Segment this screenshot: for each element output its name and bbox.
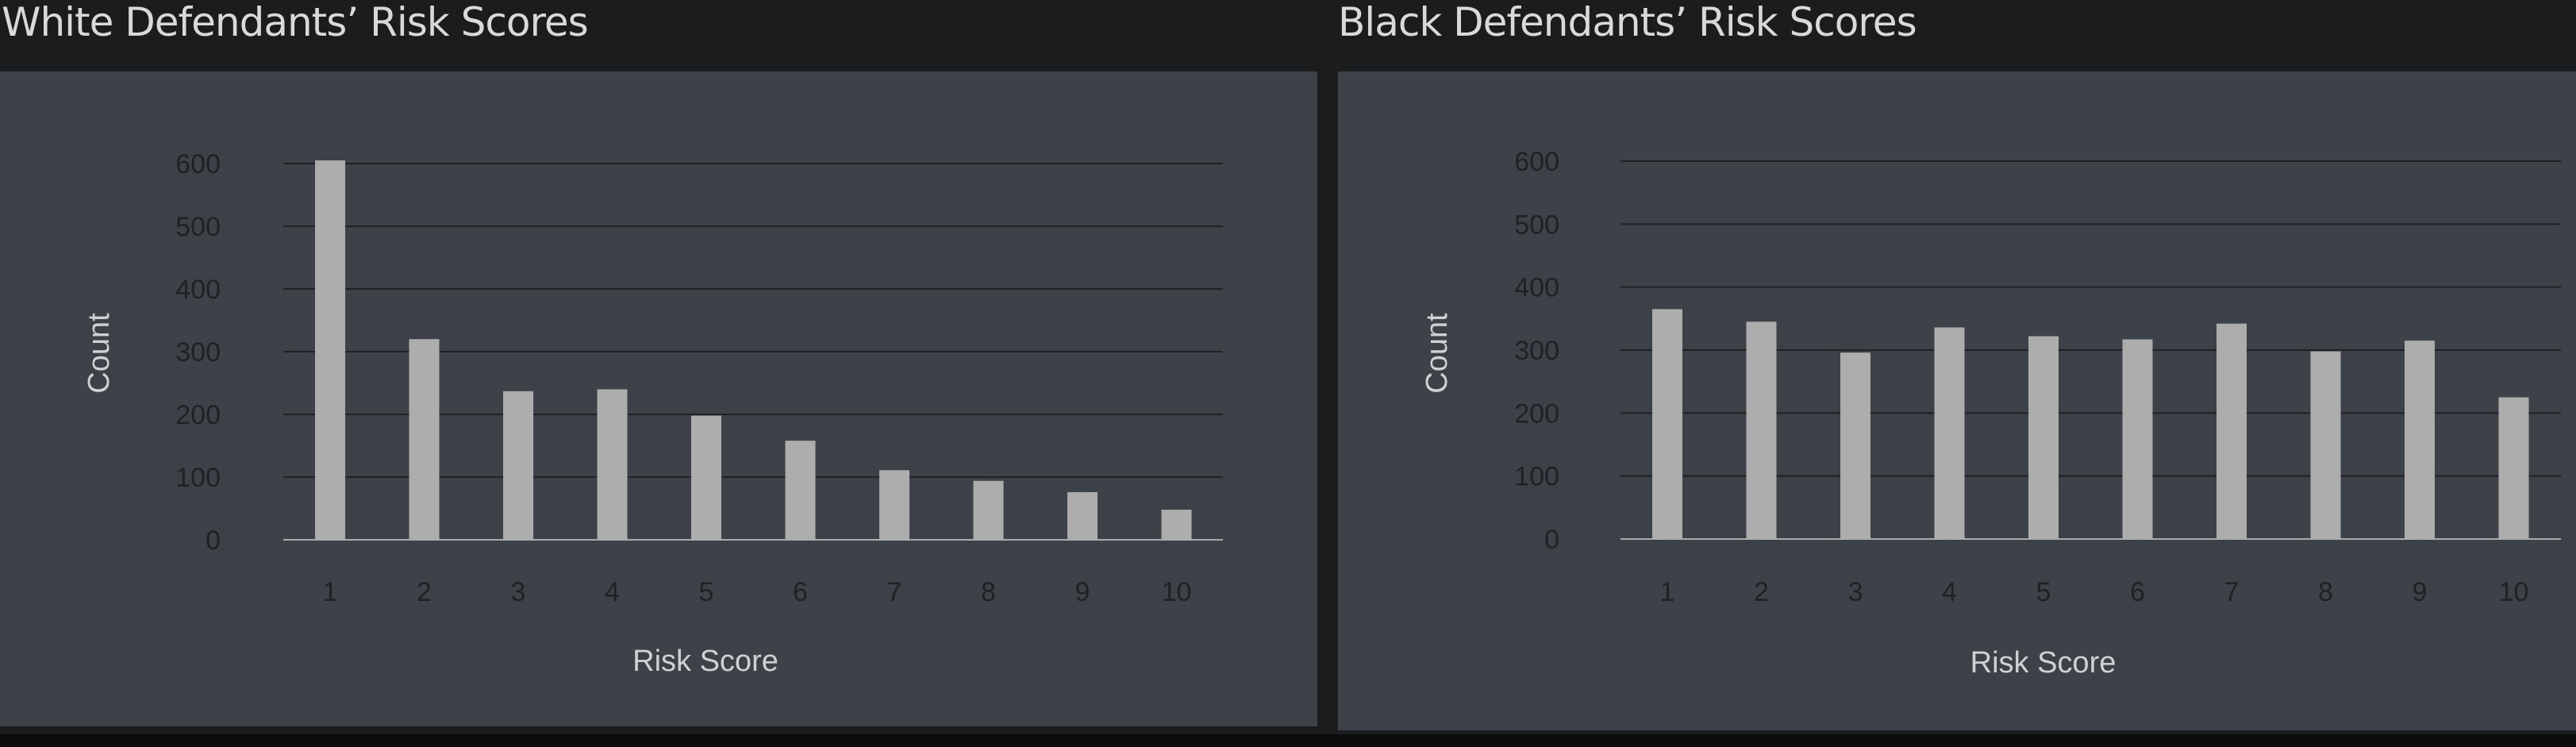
x-tick-label-white-4: 4	[605, 577, 620, 607]
bar-chart-black: 0 100 200 300 400 500 600 1 2 3 4 5 6 7 8 9 10 Risk Score…	[1421, 147, 2561, 680]
bar-black-5	[2028, 336, 2059, 539]
bar-white-5	[691, 415, 721, 540]
y-tick-label-white-100: 100	[175, 463, 221, 493]
x-tick-label-black-5: 5	[2036, 577, 2051, 607]
bar-white-10	[1161, 510, 1192, 540]
x-tick-label-white-2: 2	[417, 577, 432, 607]
y-tick-label-black-500: 500	[1514, 210, 1559, 240]
bar-black-9	[2405, 341, 2435, 539]
y-tick-label-black-0: 0	[1544, 525, 1559, 555]
chart-panel-white	[0, 71, 1317, 726]
chart-title-black: Black Defendants’ Risk Scores	[1338, 0, 1917, 45]
x-tick-label-white-8: 8	[981, 577, 996, 607]
x-tick-label-white-1: 1	[323, 577, 338, 607]
bar-black-4	[1934, 327, 1965, 539]
y-tick-label-black-100: 100	[1514, 462, 1559, 492]
x-tick-label-white-6: 6	[793, 577, 808, 607]
bar-white-8	[973, 480, 1004, 540]
bar-white-3	[503, 391, 533, 540]
x-tick-label-black-1: 1	[1660, 577, 1675, 607]
x-tick-label-white-9: 9	[1075, 577, 1090, 607]
bar-black-10	[2498, 397, 2529, 539]
bar-white-4	[597, 389, 628, 540]
chart-title-white: White Defendants’ Risk Scores	[2, 0, 589, 45]
bar-white-2	[409, 339, 440, 540]
y-tick-label-white-300: 300	[175, 337, 221, 368]
x-tick-label-white-10: 10	[1162, 577, 1192, 607]
bottom-strip	[0, 734, 2576, 747]
y-tick-label-white-0: 0	[206, 526, 221, 556]
bar-black-8	[2310, 351, 2341, 539]
x-axis-label-white: Risk Score	[632, 645, 779, 678]
bar-white-1	[315, 160, 345, 541]
bar-black-3	[1840, 352, 1870, 539]
x-tick-label-black-8: 8	[2318, 577, 2333, 607]
bar-black-7	[2217, 323, 2247, 539]
x-tick-label-black-10: 10	[2499, 577, 2529, 607]
y-tick-label-black-600: 600	[1514, 147, 1559, 177]
bar-black-6	[2122, 339, 2153, 539]
x-tick-label-black-2: 2	[1754, 577, 1769, 607]
y-axis-label-white: Count	[83, 313, 116, 394]
x-tick-label-black-9: 9	[2413, 577, 2428, 607]
x-tick-label-black-4: 4	[1942, 577, 1957, 607]
y-tick-label-white-600: 600	[175, 149, 221, 179]
y-tick-label-white-400: 400	[175, 275, 221, 305]
y-tick-label-black-300: 300	[1514, 336, 1559, 366]
y-axis-label-black: Count	[1421, 313, 1454, 394]
x-axis-label-black: Risk Score	[1970, 646, 2117, 680]
bar-white-6	[785, 441, 816, 540]
x-tick-label-black-7: 7	[2224, 577, 2240, 607]
x-tick-label-black-6: 6	[2130, 577, 2145, 607]
x-tick-label-white-7: 7	[887, 577, 902, 607]
bar-white-9	[1067, 491, 1098, 540]
x-tick-label-white-5: 5	[699, 577, 714, 607]
bar-chart-white: 0 100 200 300 400 500 600 1 2 3 4 5 6 7 8 9 10 Risk Score…	[83, 149, 1223, 678]
bar-white-7	[879, 470, 909, 540]
y-tick-label-white-500: 500	[175, 212, 221, 242]
bar-black-2	[1746, 322, 1777, 539]
x-tick-label-white-3: 3	[511, 577, 526, 607]
y-tick-label-black-400: 400	[1514, 273, 1559, 303]
y-tick-label-black-200: 200	[1514, 399, 1559, 429]
bar-black-1	[1652, 309, 1682, 539]
y-tick-label-white-200: 200	[175, 400, 221, 430]
x-tick-label-black-3: 3	[1848, 577, 1863, 607]
